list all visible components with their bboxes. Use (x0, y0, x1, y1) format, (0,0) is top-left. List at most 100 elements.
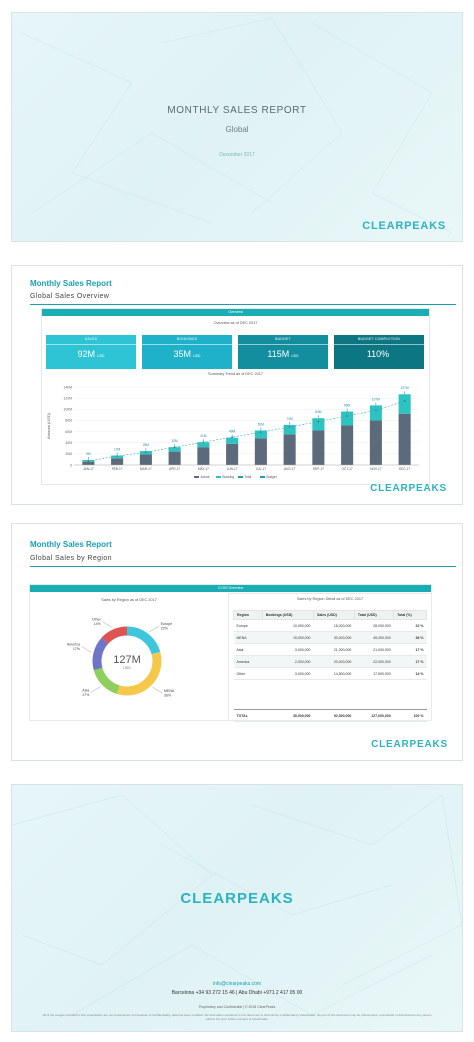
region-panel: CCSS Overview Sales by Region as of DEC … (29, 584, 432, 722)
donut-slice (101, 626, 128, 644)
y-tick-label: 60M (65, 430, 72, 434)
slide-title: Monthly Sales Report (30, 540, 112, 549)
y-tick-label: 80M (65, 419, 72, 423)
kpi-caption: Overview as of DEC 2017 (213, 321, 258, 325)
leader-line (102, 621, 113, 628)
bar-actual (168, 451, 181, 465)
total-label: 17M (114, 448, 121, 452)
bar-booking (254, 430, 267, 439)
brand-logo: CLEARPEAKS (370, 483, 447, 494)
donut-slice (93, 667, 120, 694)
contact-phones: Barcelona +34 93 272 15 46 | Abu Dhabi +… (171, 990, 303, 996)
kpi-value-row: 115M USD (238, 349, 328, 359)
col-total: Total (USD) (353, 610, 395, 620)
panel-header: Overview (42, 309, 429, 316)
total-label: 32M (172, 439, 179, 443)
proprietary-notice: Proprietary and Confidential | © 2018 Cl… (198, 1005, 276, 1009)
contact-slide: CLEARPEAKS info@clearpeaks.com Barcelona… (11, 784, 463, 1032)
decorative-network-lines (21, 17, 453, 234)
report-title: MONTHLY SALES REPORT (167, 105, 307, 116)
total-label: 72M (287, 417, 294, 421)
kpi-divider (46, 344, 136, 345)
legal-disclaimer: All of the images included in this prese… (42, 1013, 432, 1021)
kpi-value: 92M (77, 349, 96, 359)
cell-bookings: 15,000,000 (262, 631, 314, 644)
total-label: 9M (86, 452, 91, 456)
x-tick-label: MAR-17 (140, 467, 152, 471)
cell-region: America (233, 655, 263, 668)
leader-line (149, 625, 160, 633)
y-tick-label: 120M (64, 396, 73, 400)
leader-line (90, 686, 101, 693)
bar-booking (168, 447, 181, 452)
cell-sales: 20,000,000 (313, 655, 355, 668)
panel-header: CCSS Overview (30, 585, 431, 592)
donut-slice (92, 637, 109, 671)
kpi-divider (142, 344, 232, 345)
y-tick-label: 100M (64, 408, 73, 412)
x-tick-label: DEC-17 (399, 467, 411, 471)
cell-pct: 22 % (393, 619, 427, 632)
bar-booking (312, 418, 325, 431)
cell-total: 28,000,000 (354, 619, 394, 632)
bar-actual (139, 454, 152, 465)
donut-slice (116, 651, 162, 696)
cell-sales: 14,500,000 (313, 667, 355, 680)
brand-logo: CLEARPEAKS (371, 739, 448, 750)
legend-label: Actual (201, 475, 210, 479)
cell-bookings: 3,000,000 (262, 667, 314, 680)
bar-actual (341, 425, 354, 465)
overview-panel: Overview Overview as of DEC 2017 SALES 9… (41, 308, 430, 485)
slice-pct: 22% (161, 626, 169, 630)
cell-pct: 17 % (393, 643, 427, 656)
kpi-label: BUDGET (275, 337, 291, 341)
bar-actual (283, 434, 296, 465)
overview-slide: Monthly Sales Report Global Sales Overvi… (11, 265, 463, 505)
cell-total-bookings: 35,000,000 (262, 709, 314, 722)
cell-total: 22,000,000 (354, 655, 394, 668)
x-tick-label: MAY-17 (198, 467, 209, 471)
table-header-row: Region Bookings (USD) Sales (USD) Total … (233, 610, 427, 620)
bar-actual (312, 430, 325, 465)
cell-total-total: 127,000,000 (354, 709, 394, 722)
x-tick-label: APR-17 (169, 467, 180, 471)
contact-email[interactable]: info@clearpeaks.com (212, 981, 262, 987)
bar-booking (111, 455, 124, 459)
cell-bookings: 10,000,000 (262, 619, 314, 632)
cell-sales: 18,000,000 (313, 619, 355, 632)
x-tick-label: OCT-17 (342, 467, 353, 471)
slide-title: Monthly Sales Report (30, 279, 112, 288)
legend-swatch (194, 476, 199, 478)
brand-logo: CLEARPEAKS (180, 890, 294, 907)
kpi-value: 115M (267, 349, 290, 359)
total-label: 127M (401, 386, 409, 390)
donut-center-value: 127M (113, 654, 141, 666)
bar-actual (398, 413, 411, 465)
legend-label: Booking (223, 475, 235, 479)
bar-actual (111, 458, 124, 465)
cell-total: 17,500,000 (354, 667, 394, 680)
slice-label: Other (92, 618, 102, 622)
x-tick-label: AUG-17 (284, 467, 296, 471)
cell-total-pct: 100 % (393, 709, 427, 722)
cell-total: 21,000,000 (354, 643, 394, 656)
y-axis-label: Amount (USD) (46, 412, 51, 439)
kpi-divider (334, 344, 424, 345)
cell-sales: 30,000,000 (313, 631, 355, 644)
table-row: America 2,000,000 20,000,000 22,000,000 … (233, 655, 427, 668)
table-row: MENA 15,000,000 30,000,000 45,000,000 36… (233, 631, 427, 644)
col-bookings: Bookings (USD) (261, 610, 314, 620)
cell-pct: 14 % (393, 667, 427, 680)
kpi-label: BOOKINGS (176, 337, 198, 341)
legend-label: Total (245, 475, 252, 479)
total-label: 49M (229, 430, 236, 434)
donut-slice (126, 626, 161, 655)
cell-pct: 36 % (393, 631, 427, 644)
bar-booking (398, 394, 411, 414)
x-tick-label: JUL-17 (256, 467, 267, 471)
kpi-label: SALES (84, 337, 98, 341)
cover-slide: MONTHLY SALES REPORT Global December 201… (11, 12, 463, 242)
y-tick-label: 40M (65, 441, 72, 445)
title-rule (30, 304, 456, 305)
bar-booking (226, 437, 239, 444)
